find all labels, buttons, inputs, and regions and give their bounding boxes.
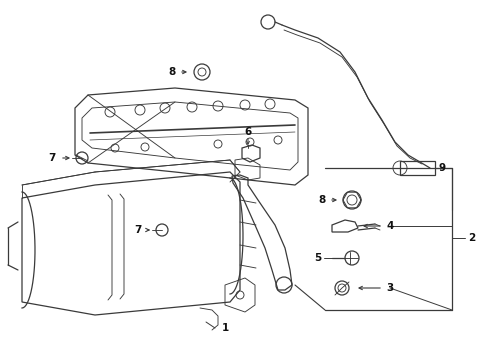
- Text: 4: 4: [386, 221, 393, 231]
- Text: 2: 2: [468, 233, 476, 243]
- Text: 7: 7: [134, 225, 142, 235]
- Text: 3: 3: [387, 283, 393, 293]
- Text: 6: 6: [245, 127, 252, 137]
- Text: 5: 5: [315, 253, 321, 263]
- Text: 7: 7: [49, 153, 56, 163]
- Text: 8: 8: [318, 195, 326, 205]
- Text: 8: 8: [169, 67, 175, 77]
- Text: 9: 9: [439, 163, 445, 173]
- Text: 1: 1: [221, 323, 229, 333]
- Bar: [400, 161, 435, 175]
